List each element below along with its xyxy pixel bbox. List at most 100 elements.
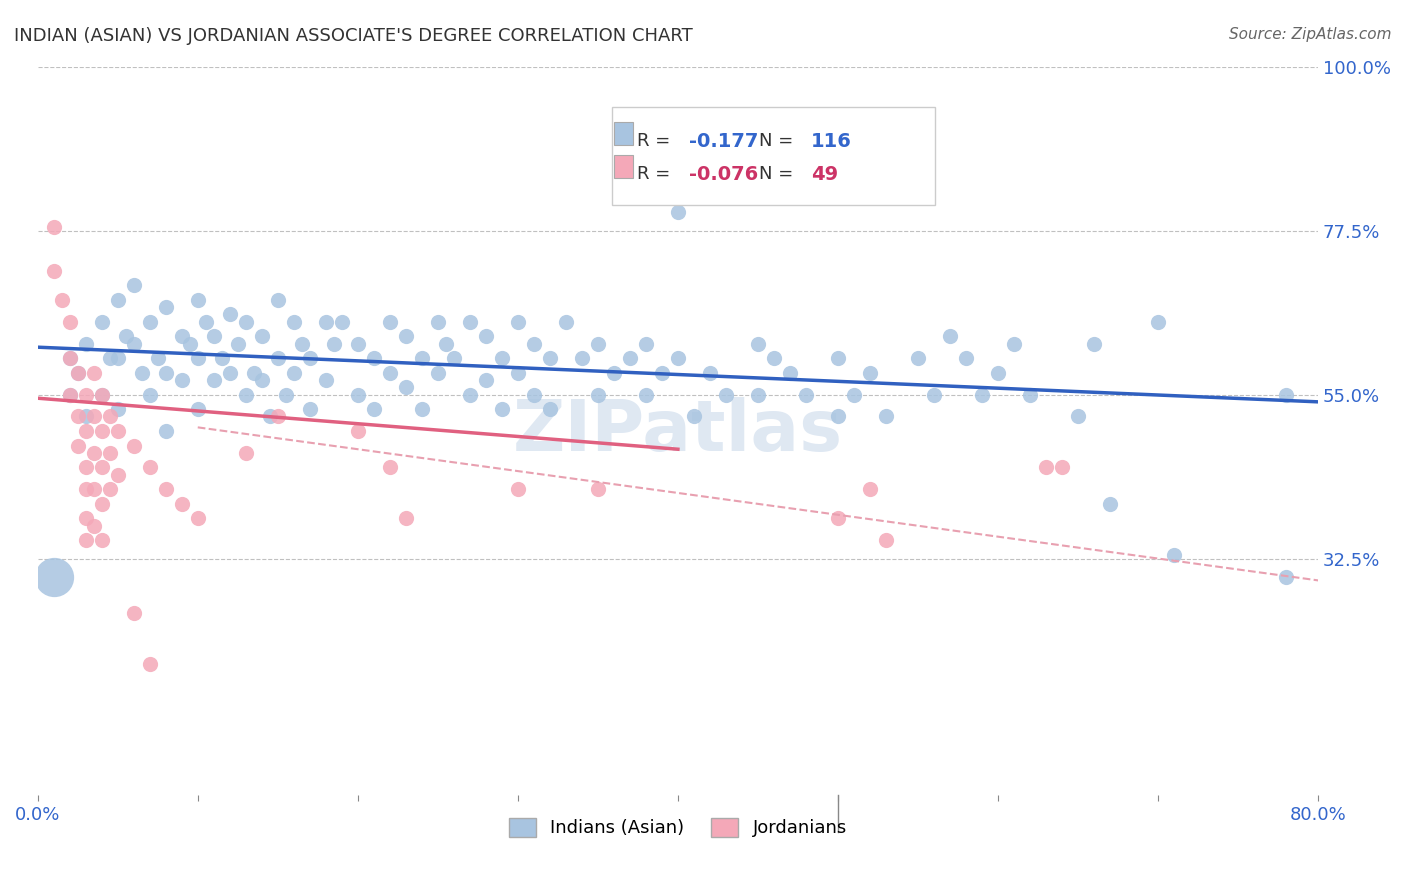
- Point: [411, 402, 433, 417]
- Point: [395, 511, 418, 525]
- Text: Source: ZipAtlas.com: Source: ZipAtlas.com: [1229, 27, 1392, 42]
- Point: [330, 315, 353, 329]
- Point: [779, 366, 801, 380]
- Point: [491, 351, 513, 365]
- Point: [970, 387, 993, 401]
- Point: [59, 315, 82, 329]
- Point: [250, 373, 273, 387]
- Point: [59, 351, 82, 365]
- Point: [1099, 497, 1122, 511]
- Point: [170, 373, 193, 387]
- Point: [170, 329, 193, 343]
- Point: [859, 366, 882, 380]
- Point: [842, 387, 865, 401]
- Point: [155, 366, 177, 380]
- Point: [187, 402, 209, 417]
- Point: [346, 336, 368, 351]
- Point: [955, 351, 977, 365]
- Point: [363, 351, 385, 365]
- Point: [666, 205, 689, 219]
- Point: [226, 336, 249, 351]
- Point: [315, 373, 337, 387]
- Point: [155, 424, 177, 438]
- Point: [747, 387, 769, 401]
- Point: [202, 373, 225, 387]
- Point: [1067, 409, 1090, 424]
- Point: [170, 497, 193, 511]
- Point: [107, 293, 129, 307]
- Point: [90, 315, 112, 329]
- Point: [443, 351, 465, 365]
- Point: [75, 533, 97, 548]
- Point: [83, 409, 105, 424]
- Point: [554, 315, 576, 329]
- Point: [475, 329, 498, 343]
- Point: [267, 293, 290, 307]
- Point: [59, 351, 82, 365]
- Point: [538, 402, 561, 417]
- Point: [283, 315, 305, 329]
- Point: [939, 329, 962, 343]
- Point: [66, 366, 89, 380]
- Point: [794, 387, 817, 401]
- Point: [378, 366, 401, 380]
- Point: [922, 387, 945, 401]
- Point: [1163, 548, 1185, 562]
- Point: [122, 606, 145, 620]
- Point: [458, 387, 481, 401]
- Point: [146, 351, 169, 365]
- Text: 116: 116: [811, 132, 852, 151]
- Point: [187, 511, 209, 525]
- Point: [322, 336, 344, 351]
- Point: [218, 307, 240, 321]
- Point: [603, 366, 626, 380]
- Point: [107, 402, 129, 417]
- Text: ZIPatlas: ZIPatlas: [513, 397, 844, 466]
- Point: [434, 336, 457, 351]
- Point: [827, 511, 849, 525]
- Point: [346, 387, 368, 401]
- Point: [202, 329, 225, 343]
- Point: [98, 446, 121, 460]
- Point: [859, 483, 882, 497]
- Point: [378, 460, 401, 475]
- Point: [875, 533, 897, 548]
- Point: [506, 483, 529, 497]
- Point: [762, 351, 785, 365]
- Point: [42, 263, 65, 277]
- Point: [634, 336, 657, 351]
- Point: [187, 293, 209, 307]
- Point: [107, 467, 129, 482]
- Point: [75, 409, 97, 424]
- Point: [235, 387, 257, 401]
- Point: [426, 366, 449, 380]
- Point: [122, 278, 145, 293]
- Text: -0.177: -0.177: [689, 132, 758, 151]
- Point: [586, 483, 609, 497]
- Point: [586, 387, 609, 401]
- Point: [699, 366, 721, 380]
- Point: [83, 446, 105, 460]
- Point: [1019, 387, 1042, 401]
- Point: [138, 315, 160, 329]
- Point: [875, 409, 897, 424]
- Point: [1083, 336, 1105, 351]
- Point: [491, 402, 513, 417]
- Point: [107, 424, 129, 438]
- Point: [218, 366, 240, 380]
- Point: [235, 446, 257, 460]
- Point: [506, 315, 529, 329]
- Point: [1050, 460, 1073, 475]
- Point: [274, 387, 297, 401]
- Point: [42, 570, 65, 584]
- Point: [363, 402, 385, 417]
- Point: [250, 329, 273, 343]
- Point: [395, 329, 418, 343]
- Point: [66, 366, 89, 380]
- Point: [1275, 570, 1298, 584]
- Point: [619, 351, 641, 365]
- Point: [683, 409, 706, 424]
- Point: [298, 351, 321, 365]
- Point: [179, 336, 201, 351]
- Text: -0.076: -0.076: [689, 165, 758, 184]
